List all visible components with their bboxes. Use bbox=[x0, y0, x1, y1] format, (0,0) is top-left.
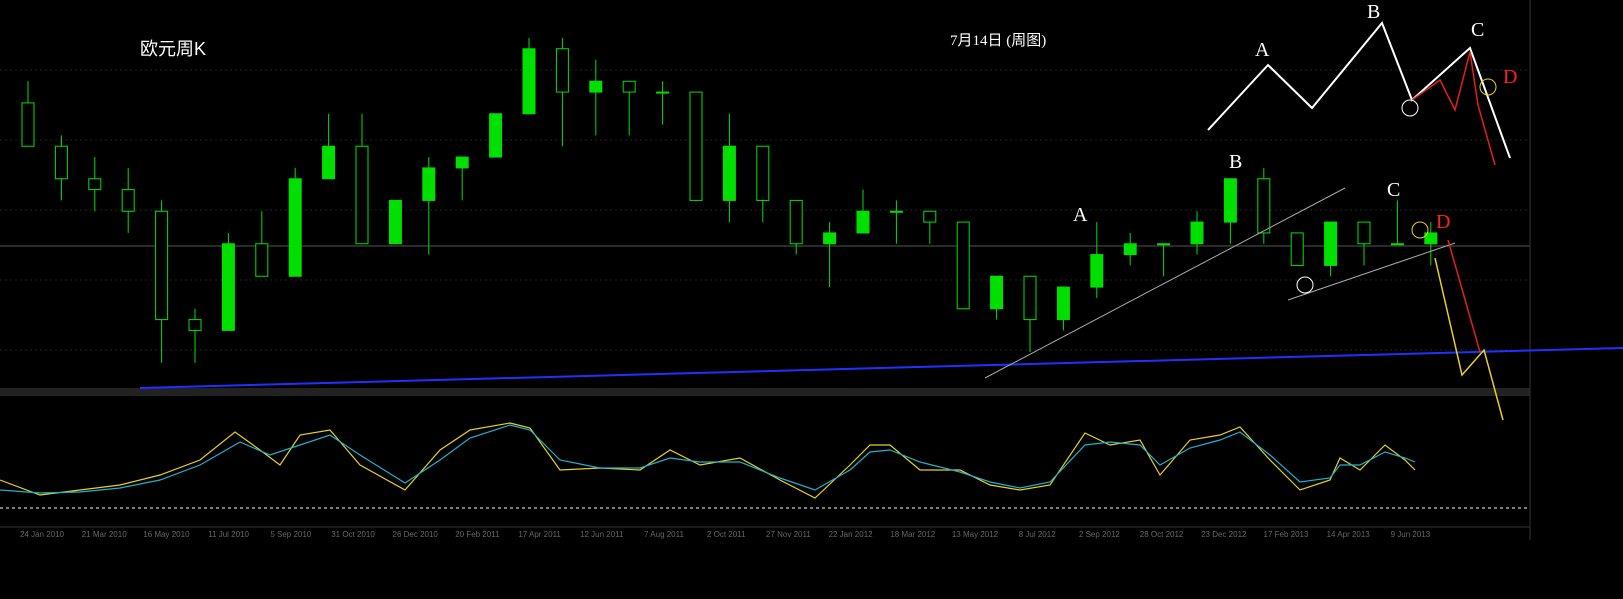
x-tick-label: 21 Mar 2010 bbox=[82, 530, 127, 539]
candle-body bbox=[1390, 243, 1404, 246]
candle-body bbox=[555, 48, 569, 93]
candle-body bbox=[1090, 254, 1104, 288]
chart-subtitle: 7月14日 (周图) bbox=[950, 32, 1046, 49]
grid bbox=[0, 69, 1530, 351]
candle-body bbox=[188, 319, 202, 331]
candle-body bbox=[1357, 221, 1371, 245]
x-tick-label: 20 Feb 2011 bbox=[455, 530, 500, 539]
candle-body bbox=[121, 189, 135, 212]
candle-body bbox=[1157, 243, 1171, 246]
x-tick-label: 17 Feb 2013 bbox=[1264, 530, 1309, 539]
candle-body bbox=[21, 102, 35, 147]
candle-body bbox=[489, 113, 503, 158]
projection-line bbox=[1447, 239, 1481, 353]
x-tick-label: 7 Aug 2011 bbox=[644, 530, 684, 539]
candle-body bbox=[889, 210, 903, 213]
candle-body bbox=[455, 156, 469, 169]
candle-body bbox=[54, 145, 68, 180]
candle-body bbox=[322, 145, 336, 180]
candle-body bbox=[656, 91, 670, 94]
candle-body bbox=[155, 210, 169, 321]
chart-title: 欧元周K bbox=[140, 39, 206, 59]
candles bbox=[21, 37, 1438, 363]
x-tick-label: 12 Jun 2011 bbox=[580, 530, 624, 539]
pattern-circle bbox=[1411, 221, 1429, 239]
candle-body bbox=[990, 275, 1004, 310]
candle-body bbox=[1324, 221, 1338, 266]
wave-label: D bbox=[1436, 211, 1450, 233]
candle-body bbox=[923, 210, 937, 223]
candle-body bbox=[1290, 232, 1304, 266]
candle-body bbox=[1056, 286, 1070, 321]
trend-line bbox=[984, 187, 1346, 379]
candle-body bbox=[956, 221, 970, 310]
pattern-circle bbox=[1296, 276, 1314, 294]
x-tick-label: 17 Apr 2011 bbox=[518, 530, 561, 539]
x-tick-label: 11 Jul 2010 bbox=[208, 530, 249, 539]
candle-body bbox=[522, 48, 536, 115]
pane-separator bbox=[0, 388, 1530, 396]
candle-body bbox=[1023, 275, 1037, 321]
candle-body bbox=[422, 167, 436, 201]
x-tick-label: 26 Dec 2010 bbox=[393, 530, 439, 539]
x-tick-label: 31 Oct 2010 bbox=[331, 530, 375, 539]
candle-body bbox=[1424, 232, 1438, 245]
pattern-circle bbox=[1401, 99, 1419, 117]
candle-body bbox=[789, 199, 803, 245]
candle-body bbox=[689, 91, 703, 201]
x-tick-label: 8 Jul 2012 bbox=[1019, 530, 1056, 539]
wave-label: C bbox=[1387, 179, 1400, 201]
candle-body bbox=[388, 199, 402, 245]
candle-body bbox=[622, 80, 636, 93]
pattern-zigzag-red bbox=[1411, 51, 1496, 166]
candle-body bbox=[756, 145, 770, 201]
x-tick-label: 22 Jan 2012 bbox=[829, 530, 874, 539]
x-tick-label: 24 Jan 2010 bbox=[20, 530, 65, 539]
projection-line bbox=[1434, 257, 1504, 421]
candle-body bbox=[255, 243, 269, 277]
candle-body bbox=[1223, 178, 1237, 223]
x-tick-label: 27 Nov 2011 bbox=[766, 530, 811, 539]
x-tick-label: 13 May 2012 bbox=[952, 530, 999, 539]
x-tick-label: 5 Sep 2010 bbox=[270, 530, 311, 539]
wave-label: C bbox=[1471, 19, 1484, 41]
x-tick-label: 2 Sep 2012 bbox=[1079, 530, 1120, 539]
pattern-circle bbox=[1479, 78, 1497, 96]
x-tick-label: 23 Dec 2012 bbox=[1201, 530, 1247, 539]
candle-body bbox=[722, 145, 736, 201]
wave-label: D bbox=[1503, 66, 1517, 88]
pattern-zigzag bbox=[1207, 21, 1511, 159]
trend-line bbox=[1287, 242, 1456, 301]
wave-label: A bbox=[1255, 39, 1270, 61]
x-tick-label: 2 Oct 2011 bbox=[707, 530, 746, 539]
candle-body bbox=[221, 243, 235, 331]
candle-body bbox=[355, 145, 369, 245]
candle-body bbox=[1190, 221, 1204, 245]
support-line bbox=[139, 347, 1623, 389]
candle-body bbox=[589, 80, 603, 93]
x-tick-label: 9 Jun 2013 bbox=[1391, 530, 1431, 539]
x-tick-label: 14 Apr 2013 bbox=[1327, 530, 1371, 539]
wave-label: A bbox=[1073, 204, 1088, 226]
candle-body bbox=[288, 178, 302, 277]
candle-body bbox=[856, 210, 870, 234]
oscillator bbox=[0, 422, 1416, 499]
wave-label: B bbox=[1229, 151, 1242, 173]
x-tick-label: 28 Oct 2012 bbox=[1140, 530, 1184, 539]
x-tick-label: 18 Mar 2012 bbox=[890, 530, 935, 539]
wave-label: B bbox=[1367, 1, 1380, 23]
candle-body bbox=[823, 232, 837, 245]
x-tick-label: 16 May 2010 bbox=[143, 530, 190, 539]
candle-body bbox=[1257, 178, 1271, 234]
candle-body bbox=[1123, 243, 1137, 256]
candle-body bbox=[88, 178, 102, 191]
